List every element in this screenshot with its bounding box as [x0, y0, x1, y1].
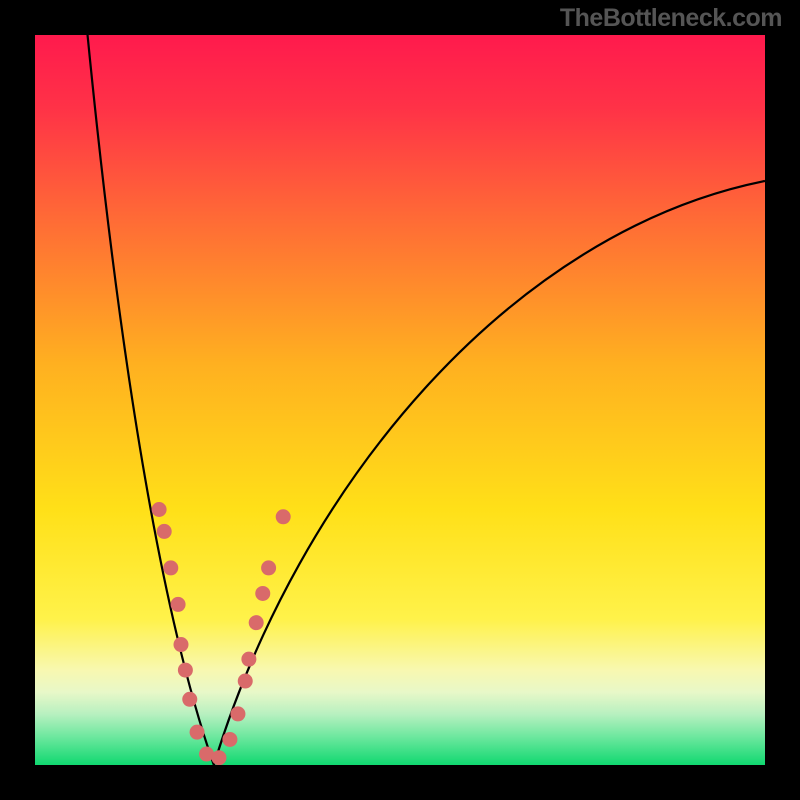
data-marker: [157, 524, 172, 539]
data-marker: [241, 652, 256, 667]
data-marker: [238, 674, 253, 689]
data-marker: [255, 586, 270, 601]
data-marker: [174, 637, 189, 652]
data-marker: [230, 706, 245, 721]
gradient-background: [35, 35, 765, 765]
data-marker: [182, 692, 197, 707]
data-marker: [261, 560, 276, 575]
data-marker: [211, 750, 226, 765]
data-marker: [276, 509, 291, 524]
data-marker: [190, 725, 205, 740]
data-marker: [152, 502, 167, 517]
data-marker: [249, 615, 264, 630]
data-marker: [163, 560, 178, 575]
watermark-text: TheBottleneck.com: [560, 4, 782, 33]
data-marker: [171, 597, 186, 612]
data-marker: [178, 663, 193, 678]
data-marker: [222, 732, 237, 747]
bottleneck-chart: [0, 0, 800, 800]
